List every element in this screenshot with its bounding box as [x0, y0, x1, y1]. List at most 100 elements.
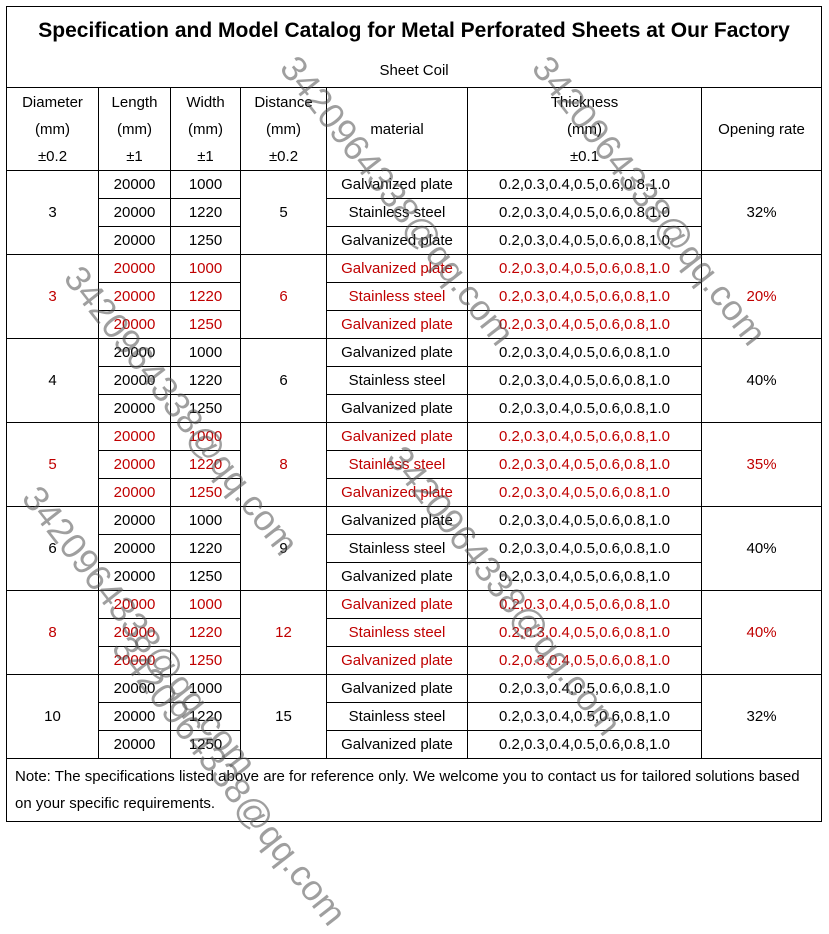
cell-length: 20000: [98, 366, 171, 395]
cell-material: Stainless steel: [326, 450, 468, 479]
cell-distance: 6: [240, 254, 327, 339]
cell-distance: 15: [240, 674, 327, 759]
header-length-line: (mm): [117, 120, 152, 138]
cell-thickness: 0.2,0.3,0.4,0.5,0.6,0.8,1.0: [467, 450, 702, 479]
header-thickness: Thickness (mm) ±0.1: [467, 87, 702, 171]
cell-width: 1250: [170, 394, 241, 423]
cell-width: 1000: [170, 422, 241, 451]
cell-width: 1250: [170, 226, 241, 255]
table-row: 6 20000 1000 9 Galvanized plate 0.2,0.3,0.4,0…: [6, 506, 823, 591]
cell-thickness: 0.2,0.3,0.4,0.5,0.6,0.8,1.0: [467, 674, 702, 703]
cell-length: 20000: [98, 590, 171, 619]
cell-material: Galvanized plate: [326, 646, 468, 675]
header-diameter: Diameter (mm) ±0.2: [6, 87, 99, 171]
cell-material: Galvanized plate: [326, 674, 468, 703]
cell-thickness: 0.2,0.3,0.4,0.5,0.6,0.8,1.0: [467, 366, 702, 395]
header-length-line: ±1: [126, 147, 143, 165]
header-width-line: ±1: [197, 147, 214, 165]
cell-material: Galvanized plate: [326, 226, 468, 255]
cell-width: 1220: [170, 534, 241, 563]
cell-width: 1250: [170, 646, 241, 675]
cell-length: 20000: [98, 170, 171, 199]
table-row: 20000 1220 Stainless steel 0.2,0.3,0.4,0.5,…: [7, 450, 822, 479]
cell-length: 20000: [98, 618, 171, 647]
cell-thickness: 0.2,0.3,0.4,0.5,0.6,0.8,1.0: [467, 590, 702, 619]
header-width: Width (mm) ±1: [170, 87, 241, 171]
cell-thickness: 0.2,0.3,0.4,0.5,0.6,0.8,1.0: [467, 534, 702, 563]
cell-opening-rate: 40%: [700, 590, 823, 675]
cell-thickness: 0.2,0.3,0.4,0.5,0.6,0.8,1.0: [467, 254, 702, 283]
header-length: Length (mm) ±1: [98, 87, 171, 171]
cell-thickness: 0.2,0.3,0.4,0.5,0.6,0.8,1.0: [467, 338, 702, 367]
header-thickness-line: Thickness: [550, 93, 619, 111]
table-row: 20000 1220 Stainless steel 0.2,0.3,0.4,0.5,…: [7, 618, 822, 647]
header-width-line: Width: [186, 93, 225, 111]
cell-thickness: 0.2,0.3,0.4,0.5,0.6,0.8,1.0: [467, 394, 702, 423]
table-row: 3 20000 1000 6 Galvanized plate 0.2,0.3,0.4,0…: [6, 254, 823, 339]
cell-material: Galvanized plate: [326, 506, 468, 535]
cell-width: 1000: [170, 506, 241, 535]
cell-width: 1220: [170, 282, 241, 311]
cell-thickness: 0.2,0.3,0.4,0.5,0.6,0.8,1.0: [467, 506, 702, 535]
cell-width: 1220: [170, 618, 241, 647]
table-row: 20000 1220 Stainless steel 0.2,0.3,0.4,0.5,…: [7, 282, 822, 311]
header-opening-rate: Opening rate: [700, 87, 823, 171]
cell-thickness: 0.2,0.3,0.4,0.5,0.6,0.8,1.0: [467, 310, 702, 339]
header-width-line: (mm): [188, 120, 223, 138]
cell-length: 20000: [98, 394, 171, 423]
table-row: 20000 1220 Stainless steel 0.2,0.3,0.4,0.5,…: [7, 534, 822, 563]
header-distance: Distance (mm) ±0.2: [240, 87, 327, 171]
cell-length: 20000: [98, 646, 171, 675]
cell-material: Galvanized plate: [326, 590, 468, 619]
table-row: 20000 1250 Galvanized plate 0.2,0.3,0.4,0.5…: [7, 310, 822, 339]
cell-width: 1220: [170, 450, 241, 479]
header-diameter-line: (mm): [35, 120, 70, 138]
cell-diameter: 3: [6, 170, 99, 255]
cell-length: 20000: [98, 534, 171, 563]
cell-material: Galvanized plate: [326, 394, 468, 423]
cell-width: 1250: [170, 478, 241, 507]
table-row: 20000 1250 Galvanized plate 0.2,0.3,0.4,0.5…: [7, 730, 822, 759]
cell-thickness: 0.2,0.3,0.4,0.5,0.6,0.8,1.0: [467, 282, 702, 311]
cell-length: 20000: [98, 702, 171, 731]
cell-width: 1220: [170, 366, 241, 395]
cell-diameter: 4: [6, 338, 99, 423]
cell-length: 20000: [98, 422, 171, 451]
cell-material: Stainless steel: [326, 282, 468, 311]
header-diameter-line: Diameter: [22, 93, 83, 111]
footnote: Note: The specifications listed above ar…: [5, 758, 823, 822]
cell-thickness: 0.2,0.3,0.4,0.5,0.6,0.8,1.0: [467, 226, 702, 255]
cell-distance: 6: [240, 338, 327, 423]
table-row: 20000 1220 Stainless steel 0.2,0.3,0.4,0.5,…: [7, 702, 822, 731]
cell-thickness: 0.2,0.3,0.4,0.5,0.6,0.8,1.0: [467, 170, 702, 199]
cell-length: 20000: [98, 506, 171, 535]
table-row: 20000 1250 Galvanized plate 0.2,0.3,0.4,0.5…: [7, 478, 822, 507]
cell-thickness: 0.2,0.3,0.4,0.5,0.6,0.8,1.0: [467, 198, 702, 227]
cell-thickness: 0.2,0.3,0.4,0.5,0.6,0.8,1.0: [467, 422, 702, 451]
cell-material: Stainless steel: [326, 618, 468, 647]
table-row: 3 20000 1000 5 Galvanized plate 0.2,0.3,0.4,0…: [6, 170, 823, 255]
header-distance-line: Distance: [254, 93, 313, 111]
cell-material: Galvanized plate: [326, 730, 468, 759]
cell-width: 1000: [170, 170, 241, 199]
cell-width: 1000: [170, 338, 241, 367]
spec-sheet: Specification and Model Catalog for Meta…: [5, 6, 823, 822]
cell-opening-rate: 32%: [700, 170, 823, 255]
table-row: 20000 1220 Stainless steel 0.2,0.3,0.4,0.5,…: [7, 366, 822, 395]
cell-width: 1250: [170, 310, 241, 339]
table-row: 10 20000 1000 15 Galvanized plate 0.2,0.3,0.4…: [6, 674, 823, 759]
cell-width: 1000: [170, 674, 241, 703]
table-row: 20000 1250 Galvanized plate 0.2,0.3,0.4,0.5…: [7, 394, 822, 423]
cell-thickness: 0.2,0.3,0.4,0.5,0.6,0.8,1.0: [467, 646, 702, 675]
cell-thickness: 0.2,0.3,0.4,0.5,0.6,0.8,1.0: [467, 478, 702, 507]
cell-thickness: 0.2,0.3,0.4,0.5,0.6,0.8,1.0: [467, 730, 702, 759]
cell-length: 20000: [98, 478, 171, 507]
cell-distance: 5: [240, 170, 327, 255]
cell-thickness: 0.2,0.3,0.4,0.5,0.6,0.8,1.0: [467, 618, 702, 647]
cell-material: Stainless steel: [326, 702, 468, 731]
cell-length: 20000: [98, 282, 171, 311]
table-row: 20000 1220 Stainless steel 0.2,0.3,0.4,0.5,…: [7, 198, 822, 227]
header-distance-line: (mm): [266, 120, 301, 138]
cell-opening-rate: 35%: [700, 422, 823, 507]
cell-diameter: 5: [6, 422, 99, 507]
